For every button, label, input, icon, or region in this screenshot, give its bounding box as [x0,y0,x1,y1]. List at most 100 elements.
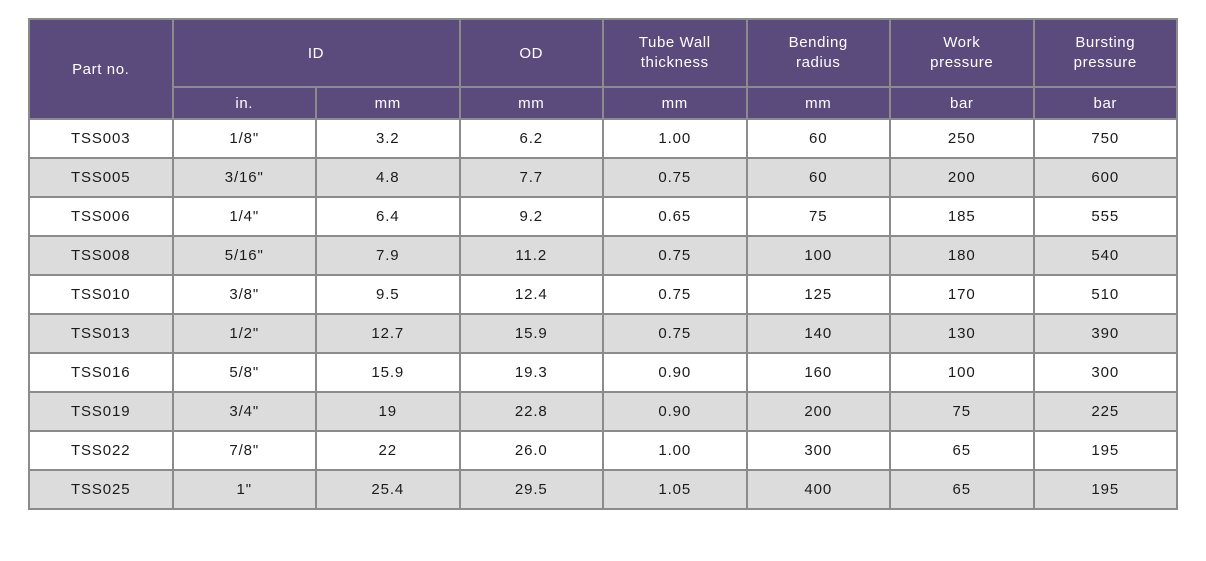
cell-od: 6.2 [458,118,604,159]
cell-work-pressure: 180 [889,235,1035,276]
col-header-work-pressure-line1: Work [943,34,981,51]
col-header-tube-wall-line1: Tube Wall [638,34,711,51]
unit-id-in: in. [171,86,317,120]
cell-id-mm: 4.8 [315,157,461,198]
cell-bursting-pressure: 600 [1032,157,1178,198]
cell-bursting-pressure: 540 [1032,235,1178,276]
cell-bursting-pressure: 195 [1032,469,1178,510]
table-row: TSS005 3/16" 4.8 7.7 0.75 60 200 600 [28,157,1178,198]
cell-id-in: 1/2" [171,313,317,354]
cell-bending-radius: 100 [745,235,891,276]
col-header-bursting-pressure: Bursting pressure [1032,18,1178,88]
col-header-id: ID [171,18,461,88]
cell-work-pressure: 130 [889,313,1035,354]
cell-part-no: TSS016 [28,352,174,393]
col-header-bursting-pressure-line2: pressure [1073,54,1137,71]
col-header-tube-wall-line2: thickness [640,54,709,71]
cell-id-in: 1" [171,469,317,510]
cell-tube-wall: 1.00 [602,430,748,471]
cell-id-in: 3/8" [171,274,317,315]
cell-id-mm: 9.5 [315,274,461,315]
unit-tube-wall: mm [602,86,748,120]
cell-part-no: TSS025 [28,469,174,510]
table-row: TSS013 1/2" 12.7 15.9 0.75 140 130 390 [28,313,1178,354]
unit-id-mm: mm [315,86,461,120]
cell-work-pressure: 100 [889,352,1035,393]
cell-id-mm: 12.7 [315,313,461,354]
unit-od: mm [458,86,604,120]
col-header-work-pressure-line2: pressure [930,54,994,71]
cell-tube-wall: 0.75 [602,157,748,198]
cell-bursting-pressure: 195 [1032,430,1178,471]
cell-bending-radius: 400 [745,469,891,510]
cell-od: 15.9 [458,313,604,354]
col-header-od: OD [458,18,604,88]
cell-od: 26.0 [458,430,604,471]
cell-id-mm: 7.9 [315,235,461,276]
cell-id-mm: 6.4 [315,196,461,237]
cell-bursting-pressure: 225 [1032,391,1178,432]
table-row: TSS008 5/16" 7.9 11.2 0.75 100 180 540 [28,235,1178,276]
cell-part-no: TSS010 [28,274,174,315]
col-header-bursting-pressure-line1: Bursting [1075,34,1136,51]
table-row: TSS022 7/8" 22 26.0 1.00 300 65 195 [28,430,1178,471]
cell-bursting-pressure: 390 [1032,313,1178,354]
tube-spec-table: Part no. ID OD Tube Wall thickness Bendi… [28,18,1178,510]
cell-bursting-pressure: 510 [1032,274,1178,315]
unit-bending-radius: mm [745,86,891,120]
cell-id-mm: 22 [315,430,461,471]
cell-id-mm: 3.2 [315,118,461,159]
cell-bending-radius: 160 [745,352,891,393]
cell-id-mm: 15.9 [315,352,461,393]
col-header-bending-radius-line2: radius [796,54,841,71]
col-header-bending-radius: Bending radius [745,18,891,88]
cell-id-in: 1/4" [171,196,317,237]
cell-bending-radius: 200 [745,391,891,432]
table-row: TSS003 1/8" 3.2 6.2 1.00 60 250 750 [28,118,1178,159]
table-row: TSS006 1/4" 6.4 9.2 0.65 75 185 555 [28,196,1178,237]
cell-id-in: 3/4" [171,391,317,432]
cell-bending-radius: 140 [745,313,891,354]
cell-tube-wall: 1.00 [602,118,748,159]
cell-od: 7.7 [458,157,604,198]
cell-od: 22.8 [458,391,604,432]
cell-od: 11.2 [458,235,604,276]
cell-bending-radius: 300 [745,430,891,471]
cell-tube-wall: 1.05 [602,469,748,510]
cell-bursting-pressure: 750 [1032,118,1178,159]
header-row-units: in. mm mm mm mm bar bar [29,86,1178,120]
cell-bending-radius: 75 [745,196,891,237]
cell-od: 9.2 [458,196,604,237]
cell-id-in: 7/8" [171,430,317,471]
unit-work-pressure: bar [889,86,1035,120]
cell-bending-radius: 60 [745,118,891,159]
cell-bending-radius: 60 [745,157,891,198]
cell-part-no: TSS006 [28,196,174,237]
cell-work-pressure: 200 [889,157,1035,198]
cell-part-no: TSS005 [28,157,174,198]
cell-tube-wall: 0.75 [602,235,748,276]
cell-id-in: 5/8" [171,352,317,393]
cell-work-pressure: 185 [889,196,1035,237]
cell-part-no: TSS003 [28,118,174,159]
cell-od: 19.3 [458,352,604,393]
cell-id-in: 5/16" [171,235,317,276]
cell-work-pressure: 65 [889,430,1035,471]
cell-od: 12.4 [458,274,604,315]
table-row: TSS025 1" 25.4 29.5 1.05 400 65 195 [28,469,1178,510]
cell-part-no: TSS019 [28,391,174,432]
table-header: Part no. ID OD Tube Wall thickness Bendi… [28,18,1178,120]
unit-bursting-pressure: bar [1032,86,1178,120]
table-row: TSS019 3/4" 19 22.8 0.90 200 75 225 [28,391,1178,432]
cell-work-pressure: 250 [889,118,1035,159]
cell-bursting-pressure: 555 [1032,196,1178,237]
cell-tube-wall: 0.75 [602,313,748,354]
cell-work-pressure: 170 [889,274,1035,315]
table-body: TSS003 1/8" 3.2 6.2 1.00 60 250 750 TSS0… [28,118,1178,510]
cell-od: 29.5 [458,469,604,510]
cell-id-in: 3/16" [171,157,317,198]
cell-part-no: TSS013 [28,313,174,354]
cell-id-mm: 19 [315,391,461,432]
cell-tube-wall: 0.90 [602,391,748,432]
